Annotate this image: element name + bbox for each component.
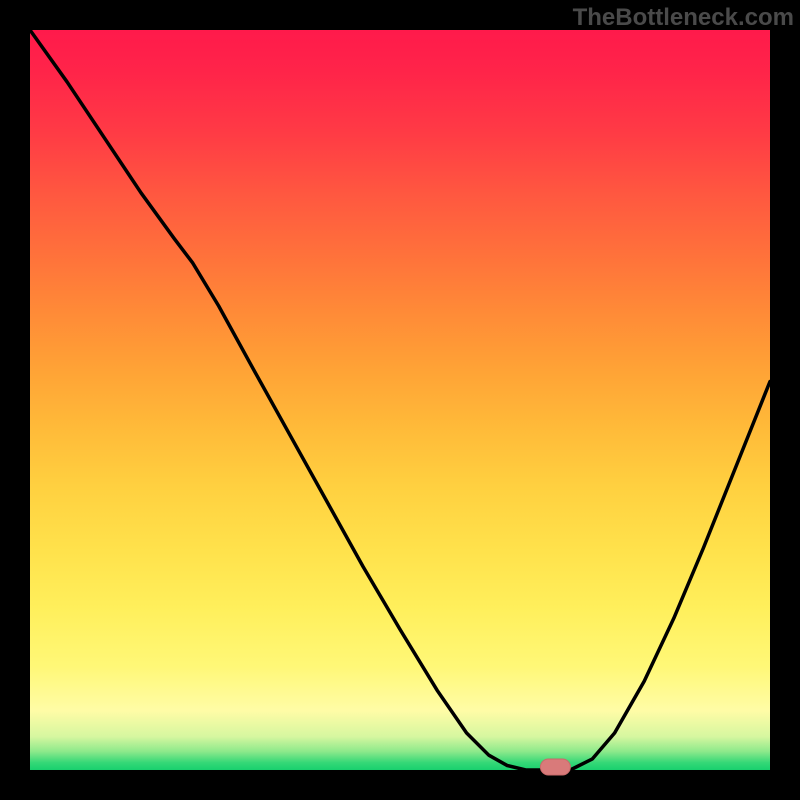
stage: TheBottleneck.com xyxy=(0,0,800,800)
chart-svg xyxy=(0,0,800,800)
watermark-text: TheBottleneck.com xyxy=(573,4,794,32)
plot-area-background xyxy=(30,30,770,770)
minimum-marker xyxy=(540,759,570,775)
